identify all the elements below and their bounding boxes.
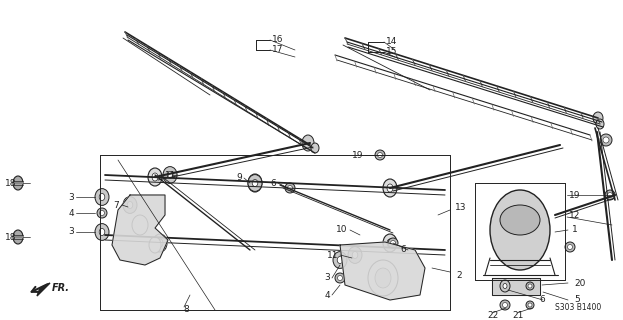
Ellipse shape — [252, 180, 258, 187]
Text: 3: 3 — [69, 228, 74, 236]
Ellipse shape — [607, 193, 612, 197]
Ellipse shape — [163, 167, 177, 183]
Ellipse shape — [333, 252, 347, 268]
Text: FR.: FR. — [52, 283, 70, 293]
Ellipse shape — [100, 211, 105, 215]
Ellipse shape — [528, 303, 532, 307]
Ellipse shape — [565, 242, 575, 252]
Text: 20: 20 — [574, 278, 586, 287]
Text: 11: 11 — [165, 171, 176, 180]
Ellipse shape — [335, 273, 345, 283]
Text: 6: 6 — [400, 245, 406, 254]
Ellipse shape — [596, 119, 604, 129]
Ellipse shape — [157, 239, 163, 247]
Text: 14: 14 — [386, 37, 397, 46]
Ellipse shape — [383, 234, 397, 252]
Ellipse shape — [526, 282, 534, 290]
Ellipse shape — [252, 179, 258, 187]
Text: 7: 7 — [113, 201, 119, 210]
Text: 10: 10 — [336, 226, 347, 235]
Text: 15: 15 — [386, 47, 397, 57]
Ellipse shape — [378, 153, 383, 157]
Ellipse shape — [375, 268, 391, 288]
Text: 16: 16 — [272, 36, 283, 44]
Ellipse shape — [95, 224, 109, 240]
Text: 13: 13 — [455, 204, 467, 212]
Text: 9: 9 — [236, 173, 242, 182]
Ellipse shape — [503, 284, 507, 289]
Ellipse shape — [352, 252, 358, 259]
Text: 12: 12 — [569, 211, 581, 220]
Ellipse shape — [127, 202, 133, 209]
Ellipse shape — [248, 175, 262, 191]
Ellipse shape — [311, 143, 319, 153]
Ellipse shape — [503, 302, 508, 308]
Text: 1: 1 — [572, 226, 578, 235]
Ellipse shape — [368, 260, 398, 296]
Ellipse shape — [600, 134, 612, 146]
Ellipse shape — [13, 176, 23, 190]
Ellipse shape — [490, 190, 550, 270]
Ellipse shape — [375, 150, 385, 160]
Ellipse shape — [348, 247, 362, 263]
Text: 6: 6 — [270, 179, 276, 188]
Text: 19: 19 — [352, 150, 363, 159]
Ellipse shape — [528, 284, 532, 288]
Polygon shape — [340, 242, 425, 300]
Text: 3: 3 — [69, 193, 74, 202]
Text: 18: 18 — [5, 233, 16, 242]
Text: 8: 8 — [183, 306, 189, 315]
Ellipse shape — [388, 238, 398, 248]
Ellipse shape — [302, 135, 314, 151]
Ellipse shape — [500, 300, 510, 310]
Ellipse shape — [383, 179, 397, 197]
Polygon shape — [112, 195, 168, 265]
Ellipse shape — [153, 234, 167, 252]
Text: 4: 4 — [325, 291, 330, 300]
Polygon shape — [492, 278, 540, 295]
Ellipse shape — [338, 276, 343, 281]
Ellipse shape — [500, 280, 510, 292]
Text: S303 B1400: S303 B1400 — [555, 303, 601, 313]
Ellipse shape — [500, 205, 540, 235]
Ellipse shape — [387, 239, 393, 247]
Text: 4: 4 — [69, 209, 74, 218]
Ellipse shape — [593, 112, 603, 124]
Text: 11: 11 — [326, 251, 338, 260]
Ellipse shape — [248, 174, 262, 192]
Ellipse shape — [526, 301, 534, 309]
Text: 6: 6 — [540, 295, 545, 305]
Ellipse shape — [99, 194, 105, 201]
Ellipse shape — [287, 186, 293, 190]
Ellipse shape — [123, 196, 137, 213]
Ellipse shape — [99, 228, 105, 236]
Ellipse shape — [148, 168, 162, 186]
Text: 18: 18 — [5, 179, 16, 188]
Text: 5: 5 — [574, 295, 580, 305]
Ellipse shape — [391, 241, 396, 245]
Ellipse shape — [337, 257, 343, 263]
Ellipse shape — [97, 208, 107, 218]
Text: 21: 21 — [512, 310, 523, 319]
Text: 2: 2 — [456, 270, 462, 279]
Ellipse shape — [13, 230, 23, 244]
Ellipse shape — [152, 173, 158, 181]
Ellipse shape — [132, 215, 148, 235]
Text: 22: 22 — [487, 310, 498, 319]
Ellipse shape — [149, 237, 161, 253]
Polygon shape — [37, 283, 50, 296]
Ellipse shape — [568, 244, 573, 250]
Text: 17: 17 — [272, 45, 283, 54]
Ellipse shape — [387, 184, 393, 192]
Text: 19: 19 — [569, 190, 581, 199]
Ellipse shape — [95, 188, 109, 205]
Text: 3: 3 — [324, 274, 330, 283]
Ellipse shape — [167, 172, 173, 179]
Ellipse shape — [605, 190, 615, 200]
Ellipse shape — [603, 137, 609, 143]
Ellipse shape — [285, 183, 295, 193]
